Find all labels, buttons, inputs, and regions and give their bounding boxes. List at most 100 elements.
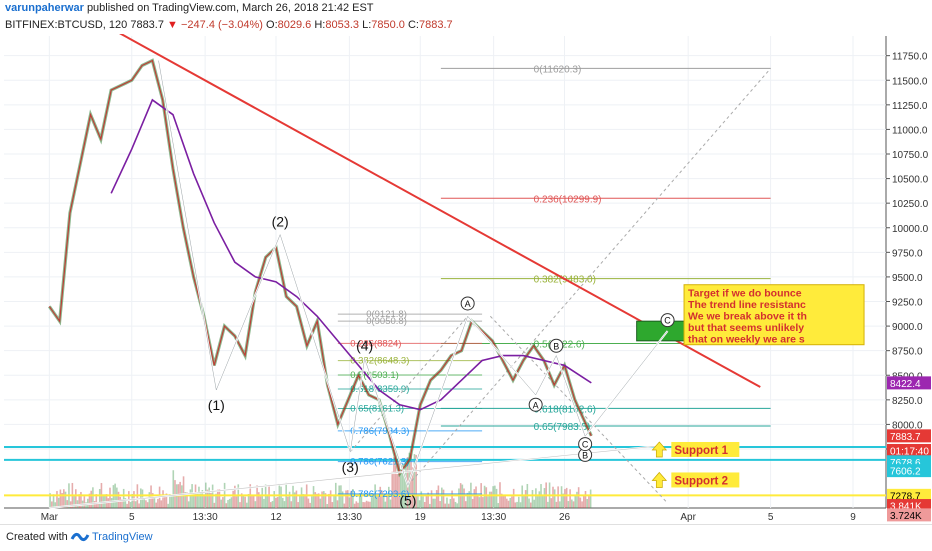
volume-bar [49, 493, 51, 508]
volume-bar [482, 497, 484, 508]
price-tag-text: 7678.6 [890, 458, 921, 469]
tradingview-brand[interactable]: TradingView [92, 531, 153, 543]
volume-bar [495, 488, 498, 508]
volume-bar [413, 454, 416, 508]
volume-bar [304, 494, 306, 508]
volume-bar [235, 496, 238, 508]
volume-bar [507, 500, 510, 508]
volume-bar [280, 486, 282, 508]
price-tag-bg [887, 429, 931, 443]
volume-bar [295, 490, 298, 508]
x-tick-label: 26 [559, 512, 571, 523]
volume-bar [405, 464, 407, 508]
volume-bar [90, 490, 92, 508]
y-tick-label: 10250.0 [892, 199, 929, 210]
y-tick-label: 10750.0 [892, 150, 929, 161]
y-tick-label: 11750.0 [892, 52, 928, 63]
volume-bar [387, 486, 390, 508]
volume-bar [227, 499, 229, 508]
volume-bar [446, 497, 448, 508]
volume-bar [143, 498, 146, 508]
volume-bar [447, 503, 450, 508]
volume-bar [533, 499, 535, 508]
y-tick-label: 11500.0 [892, 76, 928, 87]
volume-bar [269, 502, 272, 508]
volume-bar [276, 496, 279, 508]
volume-bar [266, 495, 269, 508]
high-value: 8053.3 [325, 19, 360, 31]
volume-bar [340, 485, 342, 508]
volume-bar [116, 487, 118, 508]
volume-bar [117, 491, 120, 508]
volume-bar [562, 493, 565, 508]
x-tick-label: 13:30 [193, 512, 218, 523]
volume-bar [297, 502, 299, 508]
price-tag-bg [887, 464, 931, 478]
volume-bar [386, 494, 388, 508]
up-arrow-icon [651, 471, 668, 488]
volume-bar [483, 485, 486, 508]
volume-bar [80, 491, 82, 508]
volume-bar [411, 467, 414, 508]
volume-bar [299, 495, 301, 508]
price-tag-text: 7883.7 [890, 432, 921, 443]
volume-bar [389, 499, 392, 508]
volume-bar [109, 487, 111, 508]
open-label: O: [266, 19, 278, 31]
fib-diagonal [407, 68, 771, 486]
volume-bar [323, 491, 325, 508]
volume-bar [577, 487, 580, 508]
volume-bar [119, 496, 122, 508]
volume-bar [102, 494, 104, 508]
volume-bar [449, 499, 452, 508]
volume-bar [56, 491, 58, 508]
volume-bar [292, 485, 294, 508]
volume-bar [564, 489, 566, 508]
volume-bar [273, 491, 276, 508]
volume-bar [403, 473, 405, 508]
volume-bar [300, 487, 303, 508]
volume-bar [531, 489, 534, 508]
wave-circle [578, 437, 593, 452]
y-tick-label: 10000.0 [892, 224, 929, 235]
volume-bar [456, 503, 459, 508]
target-note-bg [683, 284, 865, 346]
volume-bar [184, 492, 187, 508]
volume-bar [381, 490, 383, 508]
volume-bar [391, 471, 394, 508]
volume-bar [364, 502, 366, 508]
volume-bar [535, 488, 537, 508]
volume-bar [367, 501, 370, 508]
volume-bar [439, 501, 441, 508]
volume-bar [129, 502, 132, 508]
volume-bar [213, 502, 216, 508]
volume-bar [163, 495, 166, 508]
volume-bar [370, 497, 373, 508]
x-tick-label: 5 [768, 512, 774, 523]
volume-bar [547, 501, 549, 508]
volume-bar [514, 502, 517, 508]
volume-bar [376, 496, 378, 508]
volume-bar [384, 501, 387, 508]
volume-bar [557, 486, 559, 508]
price-chart[interactable]: 7750.08000.08250.08500.08750.09000.09250… [0, 34, 932, 524]
up-arrow-icon [651, 441, 668, 458]
author-name[interactable]: varunpaherwar [5, 2, 84, 14]
volume-bar [555, 501, 558, 508]
volume-bar [186, 492, 188, 508]
volume-bar [126, 503, 128, 508]
volume-bar [415, 454, 417, 508]
fib-level-label: 0.65(7983.5) [534, 422, 591, 433]
volume-bar [502, 495, 505, 508]
volume-bar [69, 501, 72, 508]
volume-bar [148, 492, 151, 508]
volume-bar [516, 501, 518, 508]
price-tag-text: 8422.4 [890, 379, 921, 390]
volume-bar [61, 493, 63, 508]
volume-bar [259, 496, 262, 508]
volume-bar [59, 489, 62, 508]
volume-bar [170, 496, 173, 508]
wave-path-edge [158, 60, 668, 487]
volume-bar [341, 491, 344, 508]
volume-bar [187, 501, 190, 508]
